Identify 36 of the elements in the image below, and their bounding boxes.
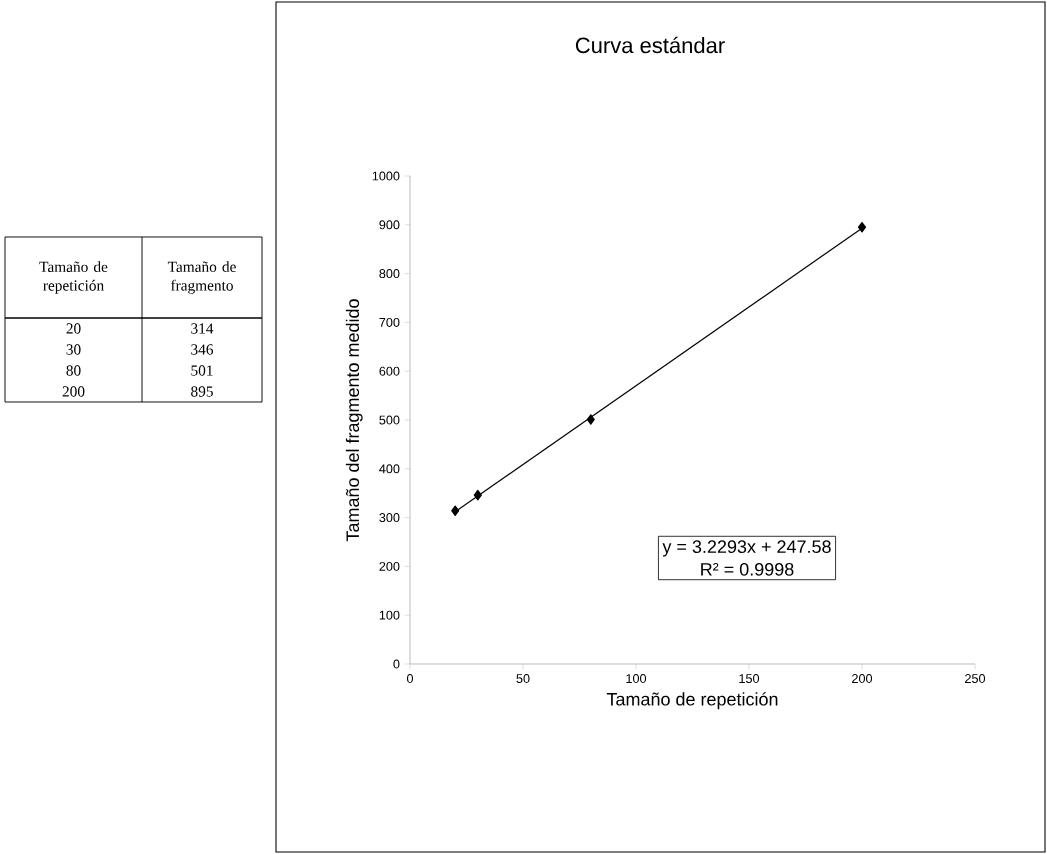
point [451, 505, 460, 517]
point [857, 221, 867, 233]
text: 30 [66, 344, 81, 355]
text: 314 [191, 323, 214, 334]
y-axis-title: Tamaño del fragmento medido [345, 299, 363, 542]
text: 346 [191, 344, 214, 355]
point [473, 489, 482, 501]
y-tick-label: 100 [379, 610, 400, 620]
y-tick-label: 200 [379, 561, 400, 571]
chart-title: Curva estándar [575, 36, 725, 54]
annotation: R² = 0.9998 [701, 562, 794, 576]
y-tick-label: 800 [379, 269, 400, 279]
y-tick-label: 300 [379, 513, 400, 523]
x-tick-label: 0 [406, 674, 414, 683]
text: 80 [66, 365, 81, 376]
y-tick-label: 400 [379, 464, 400, 474]
x-tick-label: 100 [626, 674, 647, 683]
x-tick-label: 50 [516, 674, 530, 683]
y-tick-label: 700 [379, 317, 400, 327]
y-tick-label: 600 [379, 366, 400, 376]
y-tick-label: 900 [379, 220, 400, 230]
y-tick-label: 1000 [372, 171, 400, 181]
x-axis-title: Tamaño de repetición [606, 692, 778, 710]
x-tick-label: 250 [965, 674, 986, 683]
text: Tamaño de fragmento [167, 261, 236, 294]
y-tick-label: 500 [379, 415, 400, 425]
text: 501 [191, 365, 213, 376]
text: Tamaño de repetición [39, 261, 108, 294]
y-tick-label: 0 [393, 659, 400, 669]
x-tick-label: 150 [739, 674, 760, 683]
x-tick-label: 200 [852, 674, 873, 683]
text: 895 [191, 386, 213, 397]
text: 200 [62, 386, 85, 397]
point [586, 414, 595, 425]
annotation: y = 3.2293x + 247.58 [662, 540, 831, 557]
text: 20 [66, 323, 81, 334]
